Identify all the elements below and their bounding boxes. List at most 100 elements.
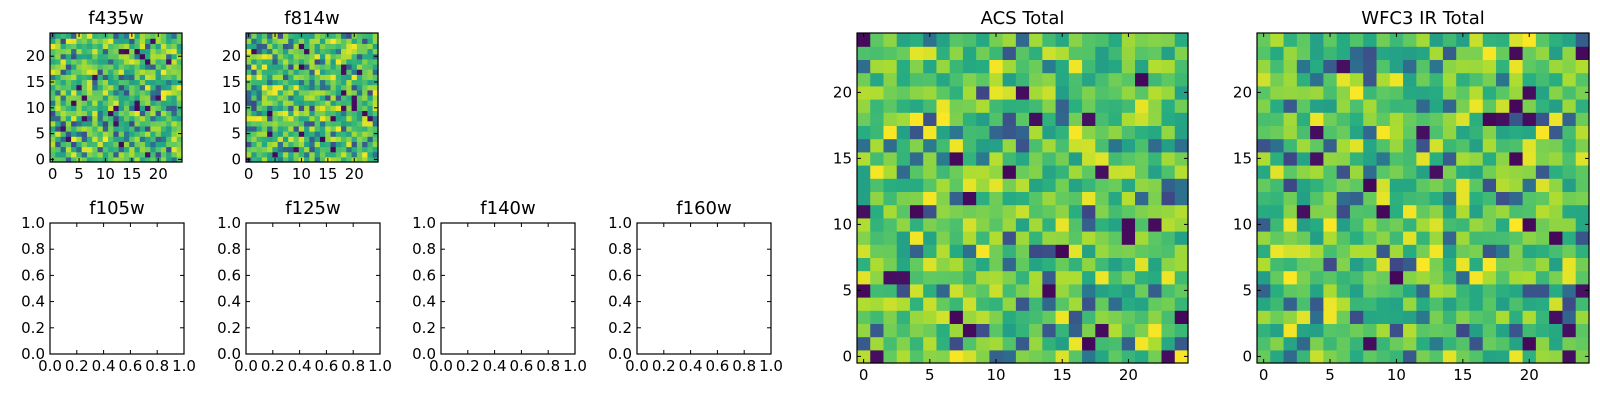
heatmap-cell <box>1575 33 1590 47</box>
heatmap-cell <box>351 105 358 111</box>
heatmap-cell <box>1135 72 1149 87</box>
heatmap-cell <box>1442 349 1457 364</box>
heatmap-cell <box>293 125 300 132</box>
heatmap-cell <box>1029 112 1043 126</box>
heatmap-cell <box>883 297 898 311</box>
heatmap-cell <box>1029 72 1043 87</box>
heatmap-cell <box>86 48 93 55</box>
y-tick-label: 1.0 <box>217 214 241 232</box>
heatmap-cell <box>362 151 369 158</box>
heatmap-cell <box>1349 204 1364 219</box>
heatmap-cell <box>86 63 93 70</box>
heatmap-cell <box>362 110 369 117</box>
heatmap-cell <box>261 74 268 81</box>
heatmap-cell <box>1416 217 1431 232</box>
heatmap-cell <box>1148 178 1163 192</box>
heatmap-cell <box>372 120 379 127</box>
heatmap-cell <box>1363 310 1378 324</box>
heatmap-cell <box>976 72 990 87</box>
heatmap-cell <box>1095 217 1110 232</box>
heatmap-cell <box>113 125 120 132</box>
heatmap-cell <box>857 85 871 100</box>
heatmap-cell <box>335 115 342 122</box>
heatmap-cell <box>1456 257 1471 272</box>
heatmap-cell <box>1015 191 1030 206</box>
heatmap-cell <box>1349 336 1364 351</box>
heatmap-cell <box>65 74 72 81</box>
heatmap-cell <box>282 100 289 106</box>
heatmap-cell <box>129 115 136 122</box>
heatmap-cell <box>1549 112 1564 126</box>
heatmap-cell <box>1257 217 1271 232</box>
heatmap-cell <box>372 33 379 39</box>
heatmap-cell <box>293 94 300 101</box>
heatmap-cell <box>1257 270 1271 285</box>
heatmap-cell <box>1509 165 1524 179</box>
heatmap-cell <box>1496 72 1510 87</box>
heatmap-cell <box>166 146 173 153</box>
heatmap-cell <box>1456 33 1471 47</box>
heatmap-cell <box>123 63 130 70</box>
y-tick-label: 0.2 <box>412 319 436 337</box>
heatmap-cell <box>65 146 72 153</box>
heatmap-cell <box>251 125 258 132</box>
heatmap-cell <box>1270 85 1285 100</box>
heatmap-cell <box>1055 99 1070 113</box>
heatmap-cell <box>97 110 104 117</box>
heatmap-cell <box>1336 151 1351 166</box>
heatmap-cell <box>330 89 337 96</box>
heatmap-cell <box>171 120 178 127</box>
x-tick-label: 0.0 <box>429 357 453 375</box>
panel-3: 0.0 0.2 0.4 0.6 0.8 1.00.00.20.40.60.81.0f125… <box>217 198 392 375</box>
heatmap-cell <box>1283 138 1298 153</box>
heatmap-cell <box>1095 46 1110 60</box>
heatmap-cell <box>86 74 93 81</box>
heatmap-cell <box>1442 138 1457 153</box>
heatmap-cell <box>108 141 114 148</box>
heatmap-cell <box>976 310 990 324</box>
heatmap-cell <box>1416 270 1431 285</box>
heatmap-cell <box>1055 336 1070 351</box>
heatmap-cell <box>1161 72 1176 87</box>
heatmap-cell <box>288 74 295 81</box>
heatmap-cell <box>1535 72 1550 87</box>
heatmap-cell <box>171 48 178 55</box>
heatmap-cell <box>55 33 62 39</box>
heatmap-cell <box>1108 125 1123 140</box>
heatmap-cell <box>962 231 977 245</box>
heatmap-cell <box>1257 138 1271 153</box>
heatmap-cell <box>367 100 374 106</box>
heatmap-cell <box>86 141 93 148</box>
heatmap-cell <box>277 48 284 55</box>
heatmap-cell <box>1469 165 1484 179</box>
heatmap-cell <box>362 94 369 101</box>
heatmap-cell <box>1095 244 1110 258</box>
heatmap-cell <box>129 48 136 55</box>
heatmap-cell <box>293 156 300 163</box>
heatmap-cell <box>1376 138 1391 153</box>
y-tick-label: 5 <box>842 281 852 299</box>
heatmap-cell <box>155 115 162 122</box>
heatmap-cell <box>65 58 72 65</box>
heatmap-cell <box>1349 46 1364 60</box>
heatmap-cell <box>362 38 369 44</box>
heatmap-cell <box>97 141 104 148</box>
heatmap-cell <box>92 146 99 153</box>
heatmap-cell <box>1376 310 1391 324</box>
heatmap-cell <box>1108 72 1123 87</box>
heatmap-cell <box>1257 297 1271 311</box>
heatmap-cell <box>118 84 125 91</box>
heatmap-cell <box>118 79 125 86</box>
heatmap-cell <box>129 141 136 148</box>
heatmap-cell <box>1416 59 1431 74</box>
heatmap-cell <box>298 105 305 111</box>
heatmap-cell <box>60 48 67 55</box>
heatmap-cell <box>65 63 72 70</box>
heatmap-cell <box>60 38 67 44</box>
heatmap-cell <box>1042 99 1057 113</box>
heatmap-cell <box>171 84 178 91</box>
heatmap-cell <box>97 105 104 111</box>
heatmap-cell <box>1403 178 1417 192</box>
heatmap-cell <box>60 141 67 148</box>
heatmap-cell <box>356 136 363 142</box>
